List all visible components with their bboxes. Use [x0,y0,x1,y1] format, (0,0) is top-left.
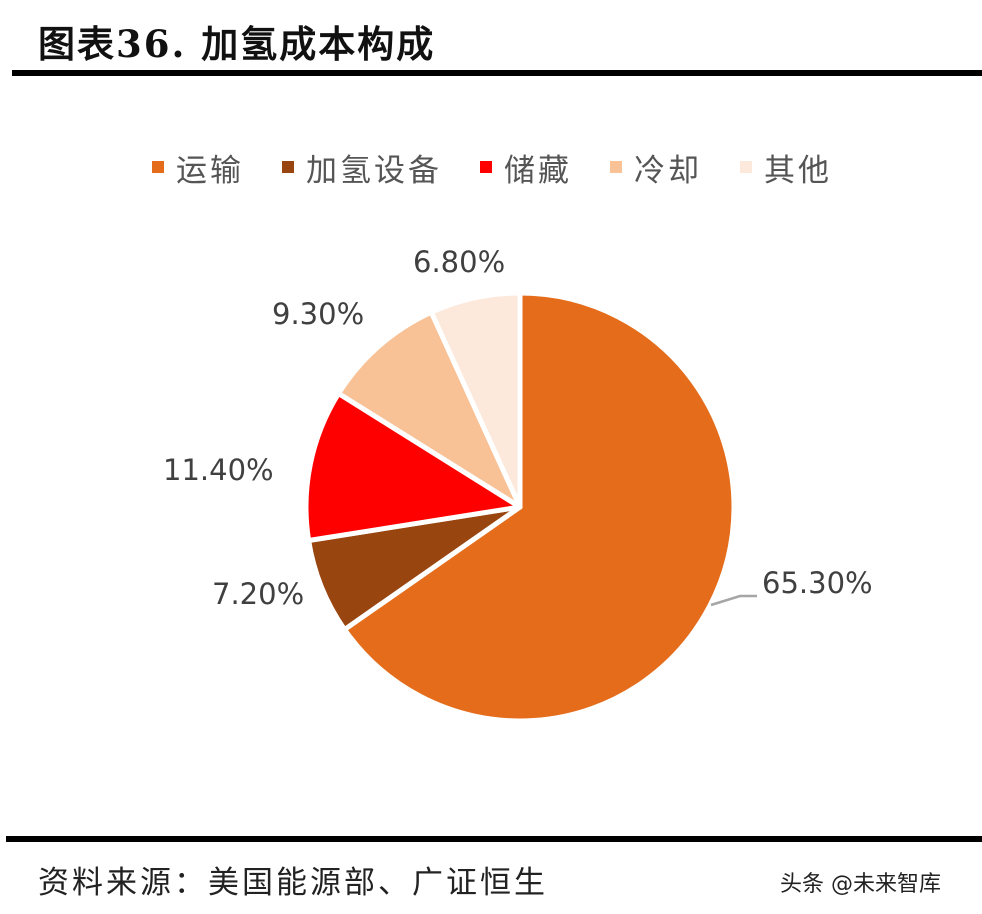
legend-label: 加氢设备 [306,152,442,189]
bottom-divider [6,836,982,842]
chart-title: 图表36. 加氢成本构成 [38,22,436,66]
legend-swatch [610,161,622,173]
legend-item-cooling: 冷却 [610,145,702,190]
data-label-cooling: 9.30% [272,297,365,331]
leader-line [710,594,757,607]
legend-label: 冷却 [634,152,702,189]
data-label-transport: 65.30% [762,566,873,600]
data-label-storage: 11.40% [163,453,274,487]
legend-item-storage: 储藏 [480,145,572,190]
legend-label: 储藏 [504,152,572,189]
pie-slice-0 [342,290,737,724]
legend-item-equipment: 加氢设备 [282,145,442,190]
legend-swatch [480,161,492,173]
legend-item-other: 其他 [740,145,832,190]
legend-swatch [740,161,752,173]
top-divider [12,70,982,76]
chart-legend: 运输 加氢设备 储藏 冷却 其他 [152,145,870,189]
pie-slices [303,290,737,724]
source-note: 资料来源：美国能源部、广证恒生 [38,865,548,901]
pie-slice-2 [303,390,523,543]
pie-slice-3 [336,309,523,510]
legend-item-transport: 运输 [152,145,244,190]
data-label-other: 6.80% [413,245,506,279]
legend-swatch [282,161,294,173]
data-label-equipment: 7.20% [212,577,305,611]
legend-swatch [152,161,164,173]
legend-label: 其他 [764,152,832,189]
pie-slice-4 [428,290,523,510]
legend-label: 运输 [176,152,244,189]
watermark: 头条 @未来智库 [780,872,941,897]
